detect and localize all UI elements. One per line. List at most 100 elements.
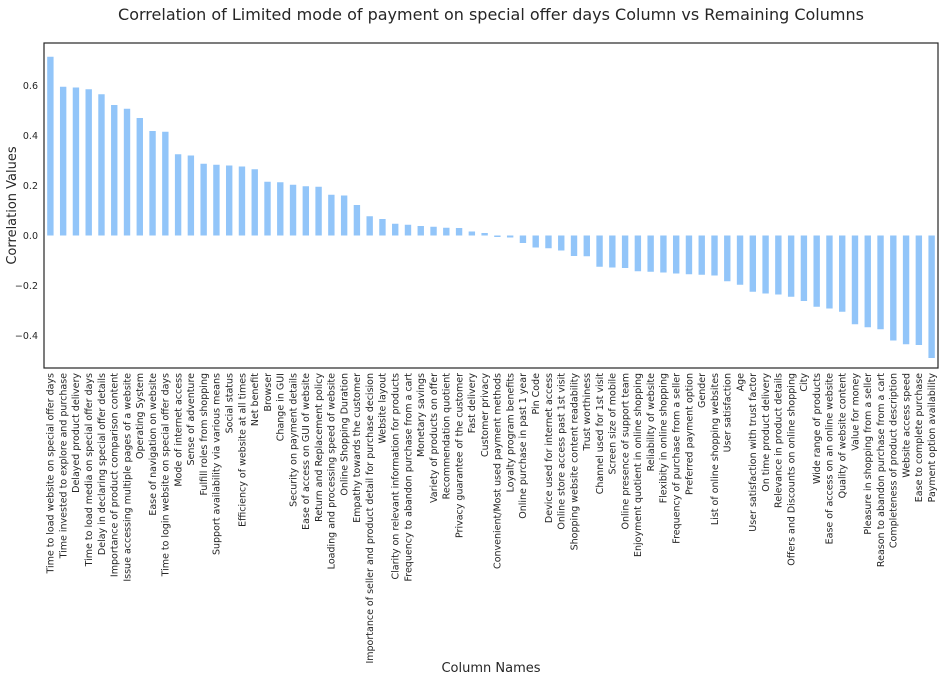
- bar: [826, 235, 833, 309]
- bar: [864, 235, 871, 328]
- x-tick-label: Sense of adventure: [186, 373, 197, 466]
- x-axis-category-labels: Time to load website on special offer da…: [46, 373, 938, 664]
- x-tick-label: Change in GUI: [276, 373, 287, 441]
- bar: [570, 235, 578, 256]
- x-tick-label: Importance of seller and product detail …: [365, 373, 376, 664]
- x-tick-label: Gender: [697, 373, 708, 408]
- x-tick-label: Support availability via various means: [212, 373, 223, 555]
- x-tick-label: Customer privacy: [480, 373, 491, 457]
- bar: [672, 235, 680, 274]
- bar: [851, 235, 859, 325]
- x-tick-label: Time to load website on special offer da…: [46, 373, 57, 575]
- bar: [238, 166, 246, 236]
- bar: [800, 235, 808, 301]
- x-tick-label: Time to load media on special offer days: [84, 373, 95, 567]
- bar: [417, 226, 424, 236]
- bar: [443, 227, 450, 236]
- bar: [315, 186, 322, 236]
- bar: [749, 235, 757, 292]
- x-tick-label: Clarity on relevant information for prod…: [391, 373, 402, 580]
- bar: [328, 194, 335, 236]
- bar: [366, 216, 373, 236]
- x-tick-label: Pin Code: [531, 373, 542, 415]
- bar: [890, 235, 897, 341]
- bar: [775, 235, 782, 295]
- x-tick-label: Efficiency of website at all times: [237, 373, 248, 527]
- x-tick-label: Delayed product delivery: [71, 373, 82, 493]
- x-tick-label: Quality of website content: [838, 373, 849, 499]
- x-axis-label: Column Names: [441, 661, 540, 676]
- y-tick-label: −0.4: [15, 331, 38, 342]
- x-tick-label: Screen size of mobile: [608, 373, 619, 475]
- bar: [481, 233, 488, 236]
- bar: [506, 235, 514, 238]
- bar: [558, 235, 565, 251]
- bar: [724, 235, 731, 282]
- bar: [289, 184, 297, 236]
- bar: [839, 235, 846, 312]
- bar: [174, 154, 182, 236]
- bar: [685, 235, 693, 275]
- x-tick-label: Importance of product comparison content: [110, 373, 121, 577]
- bar: [468, 231, 476, 236]
- x-tick-label: Monetary savings: [416, 373, 427, 457]
- bar: [813, 235, 820, 307]
- x-tick-label: Online purchase in past 1 year: [518, 373, 529, 519]
- x-tick-label: Age: [735, 373, 746, 392]
- x-tick-label: Completeness of product description: [889, 373, 900, 548]
- bar: [596, 235, 603, 267]
- x-tick-label: Shopping website content readability: [569, 373, 580, 551]
- x-tick-label: Frequency of purchase from a seller: [671, 373, 682, 544]
- bar: [583, 235, 590, 257]
- bar: [634, 235, 642, 272]
- bar: [225, 165, 233, 236]
- x-tick-label: Pleasure in shopping from a seller: [863, 373, 874, 535]
- x-tick-label: Mode of internet access: [173, 373, 184, 487]
- x-tick-label: Fast delivery: [467, 373, 478, 434]
- x-tick-label: User satisfaction: [723, 373, 734, 452]
- bar: [47, 56, 54, 236]
- x-tick-label: On time product delivery: [761, 373, 772, 492]
- x-tick-label: Relevance in product details: [774, 373, 785, 508]
- x-tick-label: Return and Replacement policy: [314, 373, 325, 522]
- x-tick-label: Reliability of website: [646, 373, 657, 472]
- x-tick-label: Privacy guarantee of the customer: [454, 373, 465, 538]
- bar: [698, 235, 705, 275]
- bar: [455, 228, 463, 236]
- x-tick-label: Convenient/Most used payment methods: [493, 373, 504, 569]
- x-tick-label: Website layout: [378, 373, 389, 444]
- x-tick-label: Offers and Discounts on online shopping: [786, 373, 797, 566]
- bar: [915, 235, 923, 345]
- bar: [85, 89, 92, 236]
- bar: [302, 186, 310, 236]
- bar: [136, 118, 143, 236]
- x-tick-label: Online Shopping Duration: [339, 373, 350, 496]
- x-tick-label: List of online shopping websites: [710, 373, 721, 525]
- chart-title: Correlation of Limited mode of payment o…: [118, 5, 864, 24]
- bar: [519, 235, 527, 243]
- x-tick-label: Ease of navigation on website: [148, 373, 159, 516]
- bar: [123, 108, 131, 236]
- x-tick-label: Ease of access on an online website: [825, 373, 836, 545]
- bar: [787, 235, 795, 297]
- bar: [647, 235, 654, 272]
- x-tick-label: Enjoyment quotient in online shopping: [633, 373, 644, 557]
- bar: [404, 224, 412, 236]
- bar: [187, 155, 195, 236]
- x-tick-label: Security on payment details: [288, 373, 299, 507]
- bar: [149, 131, 156, 236]
- bar: [928, 235, 935, 358]
- x-tick-label: Empathy towards the customer: [352, 373, 363, 523]
- y-axis-label: Correlation Values: [5, 146, 20, 265]
- x-tick-label: Loading and processing speed of website: [327, 373, 338, 569]
- x-tick-label: Delay in declaring special offer details: [97, 373, 108, 555]
- x-tick-label: Online store access past 1st visit: [557, 373, 568, 530]
- bar: [162, 131, 169, 236]
- bars-group: [47, 56, 935, 358]
- x-tick-label: Time invested to explore and purchase: [58, 373, 69, 560]
- bar: [430, 226, 437, 236]
- y-tick-label: 0.2: [23, 181, 38, 192]
- bar: [59, 86, 67, 236]
- bar: [660, 235, 667, 273]
